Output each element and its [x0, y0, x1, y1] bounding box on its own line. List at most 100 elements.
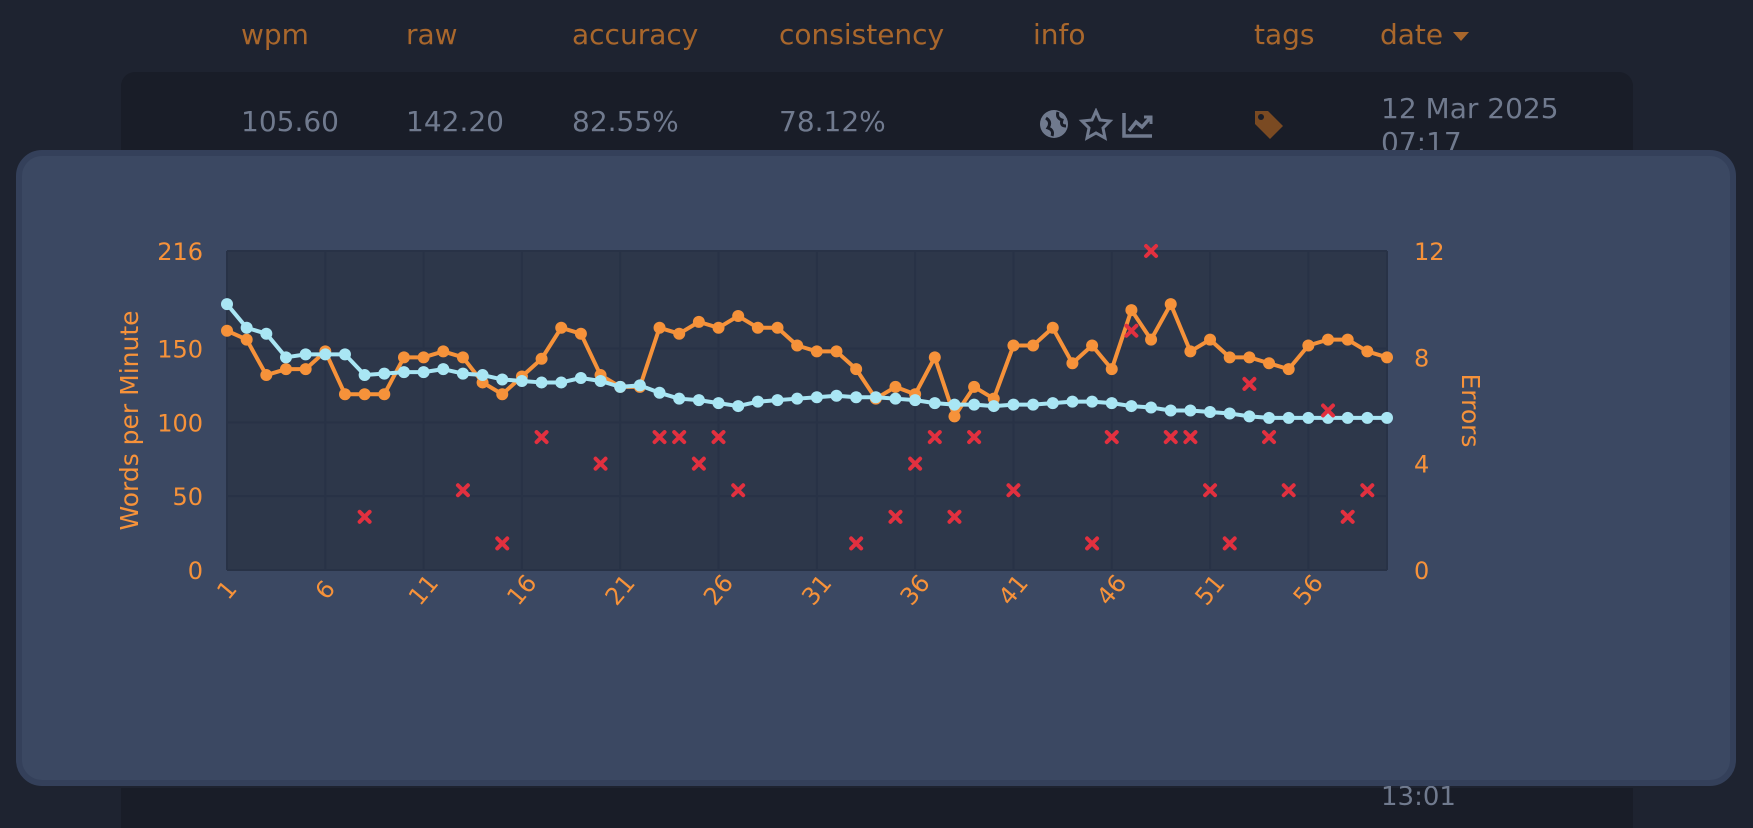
error-point	[455, 483, 470, 498]
error-point	[947, 509, 962, 524]
y2-tick-label: 0	[1414, 557, 1429, 585]
error-point	[1321, 403, 1336, 418]
wpm-point	[496, 388, 509, 401]
raw-point	[791, 392, 804, 405]
date-column-header[interactable]: date	[1380, 18, 1470, 51]
raw-point	[1007, 398, 1020, 411]
raw-point	[299, 348, 312, 361]
row-date-time: 13:01	[1381, 782, 1456, 812]
error-point	[1360, 483, 1375, 498]
error-point	[711, 430, 726, 445]
wpm-point	[1105, 363, 1118, 376]
y-tick-label: 150	[157, 335, 203, 363]
row-date-day: 12 Mar 2025	[1381, 92, 1559, 125]
y-axis-label: Words per Minute	[115, 310, 144, 530]
row-raw: 142.20	[406, 105, 504, 138]
wpm-point	[1223, 351, 1236, 364]
error-point	[1124, 323, 1139, 338]
chart-icon[interactable]	[1122, 113, 1153, 138]
raw-point	[417, 366, 430, 379]
raw-point	[1125, 400, 1138, 413]
wpm-point	[1361, 345, 1374, 358]
wpm-point	[397, 351, 410, 364]
raw-point	[653, 386, 666, 399]
row-wpm: 105.60	[241, 105, 339, 138]
y-tick-label: 50	[172, 483, 203, 511]
wpm-point	[240, 333, 253, 346]
consistency-column-header[interactable]: consistency	[779, 18, 945, 51]
y2-axis-label: Errors	[1456, 374, 1485, 448]
error-point	[534, 430, 549, 445]
x-tick-label: 21	[600, 569, 641, 610]
error-point	[1006, 483, 1021, 498]
wpm-point	[653, 321, 666, 334]
wpm-point	[535, 352, 548, 365]
wpm-point	[1164, 298, 1177, 311]
wpm-point	[673, 327, 686, 340]
raw-point	[496, 373, 509, 386]
raw-point	[1086, 395, 1099, 408]
row-accuracy: 82.55%	[572, 105, 679, 138]
raw-point	[1341, 411, 1354, 424]
result-graph-popup: 0 50 100 150 216 0 4 8 12 1 6 11 16 21 26 31 36 41 46 51 56 W…	[16, 150, 1736, 786]
wpm-point	[810, 345, 823, 358]
raw-point	[1027, 398, 1040, 411]
error-point	[967, 430, 982, 445]
y-tick-label: 100	[157, 409, 203, 437]
error-point	[652, 430, 667, 445]
wpm-point	[221, 324, 233, 337]
wpm-point	[850, 363, 863, 376]
raw-point	[732, 400, 745, 413]
wpm-point	[968, 380, 981, 393]
raw-point	[673, 392, 686, 405]
error-point	[849, 536, 864, 551]
error-point	[888, 509, 903, 524]
error-point	[691, 456, 706, 471]
raw-point	[221, 298, 233, 311]
error-point	[1203, 483, 1218, 498]
wpm-point	[889, 380, 902, 393]
errors-series	[357, 244, 1375, 551]
globe-icon[interactable]	[1040, 110, 1068, 138]
raw-point	[456, 367, 469, 380]
wpm-point	[1086, 339, 1099, 352]
raw-point	[1223, 407, 1236, 420]
wpm-point	[1145, 333, 1158, 346]
raw-point	[574, 372, 587, 385]
wpm-point	[437, 345, 450, 358]
error-point	[1222, 536, 1237, 551]
wpm-point	[1341, 333, 1354, 346]
raw-column-header[interactable]: raw	[406, 18, 458, 51]
error-point	[1183, 430, 1198, 445]
raw-point	[614, 380, 627, 393]
wpm-point	[299, 363, 312, 376]
error-point	[357, 509, 372, 524]
raw-point	[240, 321, 253, 334]
wpm-series	[221, 298, 1393, 423]
error-point	[1281, 483, 1296, 498]
raw-point	[869, 391, 882, 404]
raw-point	[771, 394, 784, 407]
raw-point	[909, 394, 922, 407]
error-point	[1104, 430, 1119, 445]
wpm-point	[1302, 339, 1315, 352]
raw-point	[1243, 410, 1256, 423]
wpm-point	[456, 351, 469, 364]
raw-point	[1145, 401, 1158, 414]
raw-point	[633, 379, 646, 392]
raw-point	[1282, 411, 1295, 424]
wpm-point	[260, 369, 273, 382]
error-point	[927, 430, 942, 445]
wpm-column-header[interactable]: wpm	[241, 18, 309, 51]
row-info-icons	[1040, 108, 1153, 141]
accuracy-column-header[interactable]: accuracy	[572, 18, 699, 51]
star-icon[interactable]	[1078, 108, 1114, 141]
tag-icon[interactable]	[1252, 108, 1286, 142]
raw-point	[830, 389, 843, 402]
raw-point	[751, 395, 764, 408]
raw-point	[1164, 404, 1177, 417]
wpm-point	[928, 351, 941, 364]
raw-point	[476, 369, 489, 382]
x-tick-label: 1	[211, 575, 242, 605]
